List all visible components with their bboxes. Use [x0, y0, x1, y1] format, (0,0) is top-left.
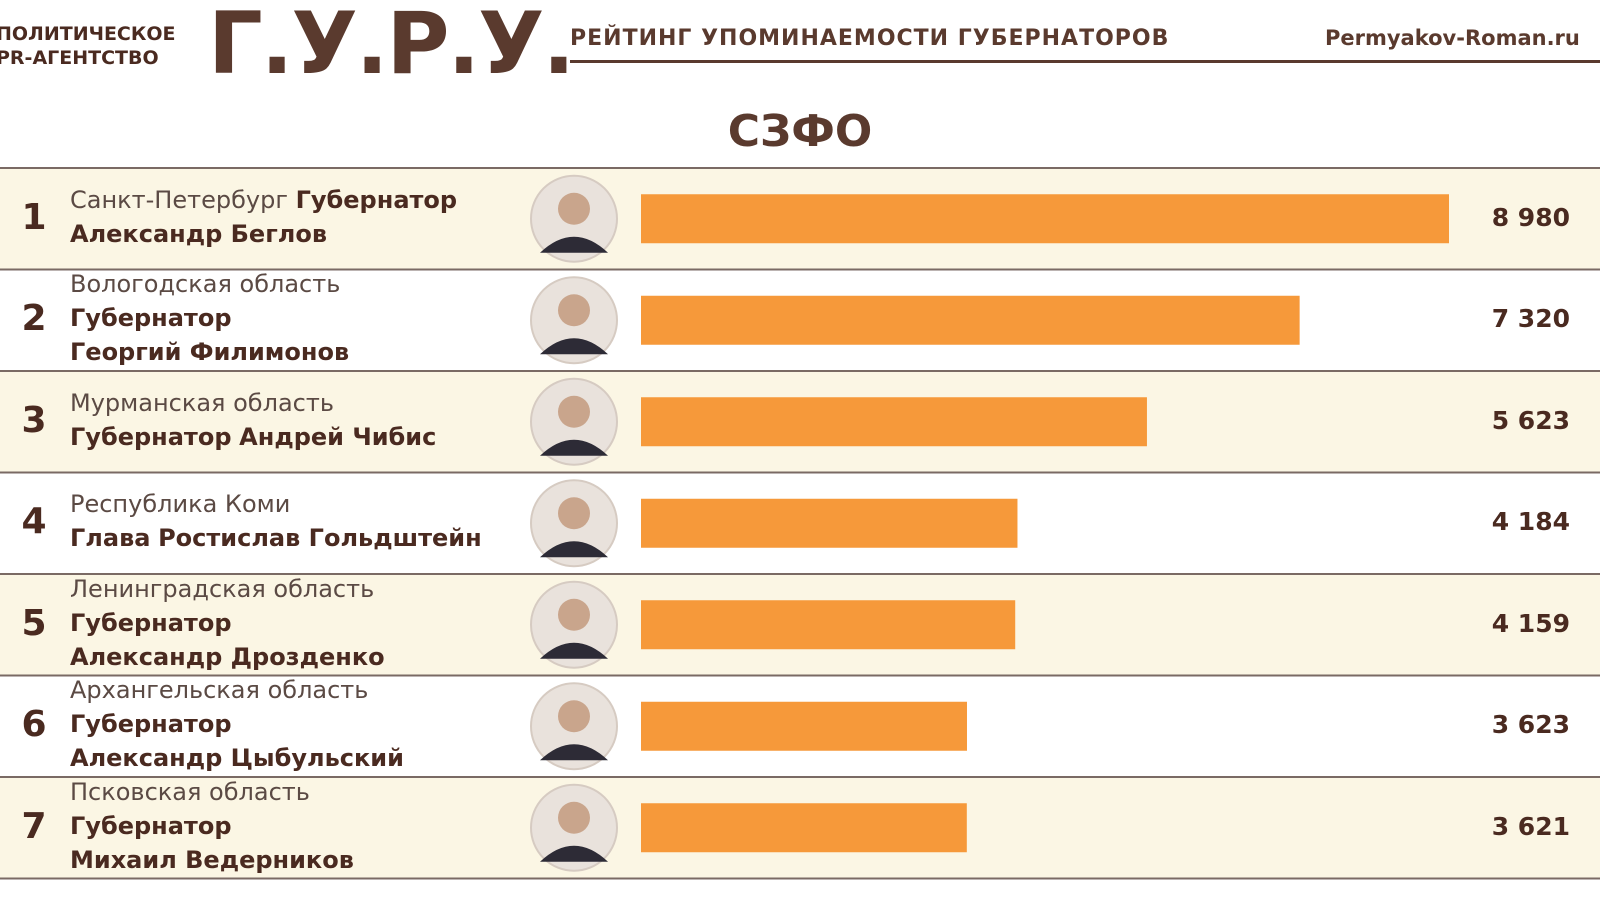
- official-name: Андрей Чибис: [239, 422, 437, 451]
- agency-line-1: ПОЛИТИЧЕСКОЕ: [0, 23, 176, 45]
- rank-label: 4: [21, 501, 47, 543]
- avatar-head-icon: [558, 700, 590, 733]
- value-label: 5 623: [1491, 405, 1570, 435]
- governor-label: Санкт-Петербург Губернатор Александр Бегл…: [70, 183, 520, 251]
- official-name: Георгий Филимонов: [70, 338, 350, 367]
- bar: [641, 397, 1147, 447]
- rank-label: 3: [21, 399, 47, 441]
- bar: [641, 803, 967, 853]
- avatar-suit-icon: [540, 744, 608, 761]
- rank-label: 2: [21, 298, 47, 340]
- rank-label: 5: [21, 602, 47, 644]
- bar: [641, 295, 1300, 345]
- region-name: Мурманская область: [70, 388, 334, 417]
- governor-label: Вологодская область Губернатор Георгий Фил…: [70, 267, 520, 369]
- governor-label: Архангельская область Губернатор Александр…: [70, 673, 520, 775]
- avatar-suit-icon: [540, 439, 608, 456]
- governor-label: Республика Коми Глава Ростислав Гольдштей…: [70, 487, 520, 555]
- region-name: Республика Коми: [70, 490, 291, 519]
- avatar-head-icon: [558, 497, 590, 530]
- bar: [641, 600, 1016, 650]
- avatar-head-icon: [558, 598, 590, 631]
- governor-label: Мурманская область Губернатор Андрей Чиби…: [70, 386, 520, 454]
- region-name: Вологодская область: [70, 270, 341, 299]
- avatar-head-icon: [558, 294, 590, 327]
- official-name: Александр Цыбульский: [70, 744, 404, 773]
- agency-label: ПОЛИТИЧЕСКОЕ PR-АГЕНТСТВО: [0, 22, 176, 70]
- value-label: 4 184: [1491, 507, 1570, 537]
- site-link[interactable]: Permyakov-Roman.ru: [1325, 26, 1580, 50]
- avatar-head-icon: [558, 192, 590, 225]
- region-name: Ленинградская область: [70, 574, 375, 603]
- value-label: 3 621: [1491, 811, 1570, 841]
- region-title: СЗФО: [727, 106, 873, 157]
- official-title: Губернатор: [70, 304, 232, 333]
- official-name: Ростислав Гольдштейн: [158, 524, 482, 553]
- value-label: 4 159: [1491, 608, 1570, 638]
- rank-label: 1: [21, 196, 47, 238]
- governor-label: Псковская область Губернатор Михаил Ведерн…: [70, 775, 520, 877]
- agency-line-2: PR-АГЕНТСТВО: [0, 47, 159, 69]
- bar: [641, 701, 967, 751]
- official-title: Губернатор: [70, 608, 232, 637]
- avatar-suit-icon: [540, 845, 608, 862]
- avatar-head-icon: [558, 395, 590, 428]
- bar: [641, 498, 1018, 548]
- official-title: Губернатор: [295, 185, 458, 214]
- avatar-suit-icon: [540, 642, 608, 659]
- report-subtitle: РЕЙТИНГ УПОМИНАЕМОСТИ ГУБЕРНАТОРОВ: [570, 26, 1170, 51]
- bar: [641, 194, 1449, 244]
- region-name: Архангельская область: [70, 676, 369, 705]
- official-title: Губернатор: [70, 811, 232, 840]
- avatar-head-icon: [558, 801, 590, 834]
- avatar-suit-icon: [540, 236, 608, 253]
- value-label: 7 320: [1491, 304, 1570, 334]
- region-name: Псковская область: [70, 777, 310, 806]
- governor-label: Ленинградская область Губернатор Александр…: [70, 572, 520, 674]
- value-label: 8 980: [1491, 202, 1570, 232]
- guru-logo: Г.У.Р.У.: [208, 0, 575, 94]
- value-label: 3 623: [1491, 710, 1570, 740]
- official-title: Губернатор: [70, 710, 232, 739]
- rank-label: 7: [21, 805, 47, 847]
- header: ПОЛИТИЧЕСКОЕ PR-АГЕНТСТВО Г.У.Р.У. РЕЙТИ…: [0, 0, 1600, 100]
- official-title: Губернатор: [70, 422, 232, 451]
- official-name: Александр Дрозденко: [70, 642, 385, 671]
- official-name: Александр Беглов: [70, 219, 328, 248]
- region-name: Санкт-Петербург: [70, 185, 288, 214]
- header-divider: [570, 60, 1600, 63]
- avatar-suit-icon: [540, 541, 608, 558]
- official-name: Михаил Ведерников: [70, 845, 354, 874]
- avatar-suit-icon: [540, 338, 608, 355]
- rank-label: 6: [21, 704, 47, 746]
- official-title: Глава: [70, 524, 151, 553]
